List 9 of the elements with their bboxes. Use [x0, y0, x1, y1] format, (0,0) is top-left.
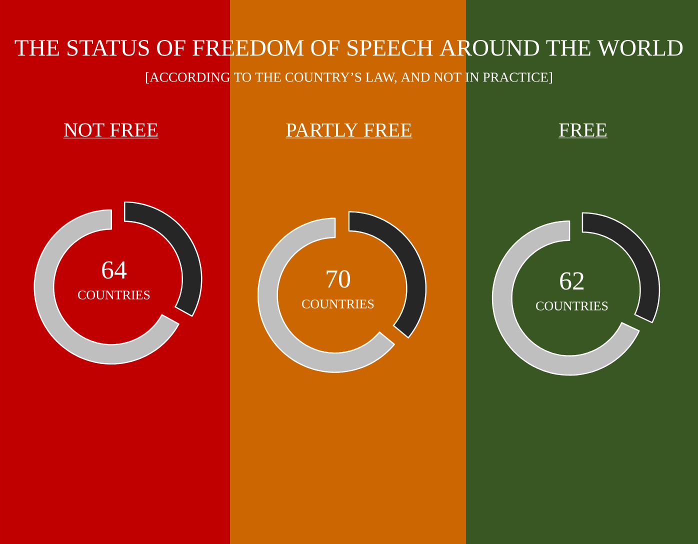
chart-title: PARTLY FREE — [286, 123, 412, 137]
text: 64 — [102, 261, 127, 279]
chart-title: NOT FREE — [64, 123, 158, 137]
text: COUNTRIES — [302, 300, 374, 308]
text: COUNTRIES — [78, 290, 150, 300]
text: 70 — [326, 270, 350, 288]
chart-title: FREE — [559, 123, 606, 137]
text: 62 — [560, 272, 584, 290]
text: COUNTRIES — [536, 302, 608, 310]
